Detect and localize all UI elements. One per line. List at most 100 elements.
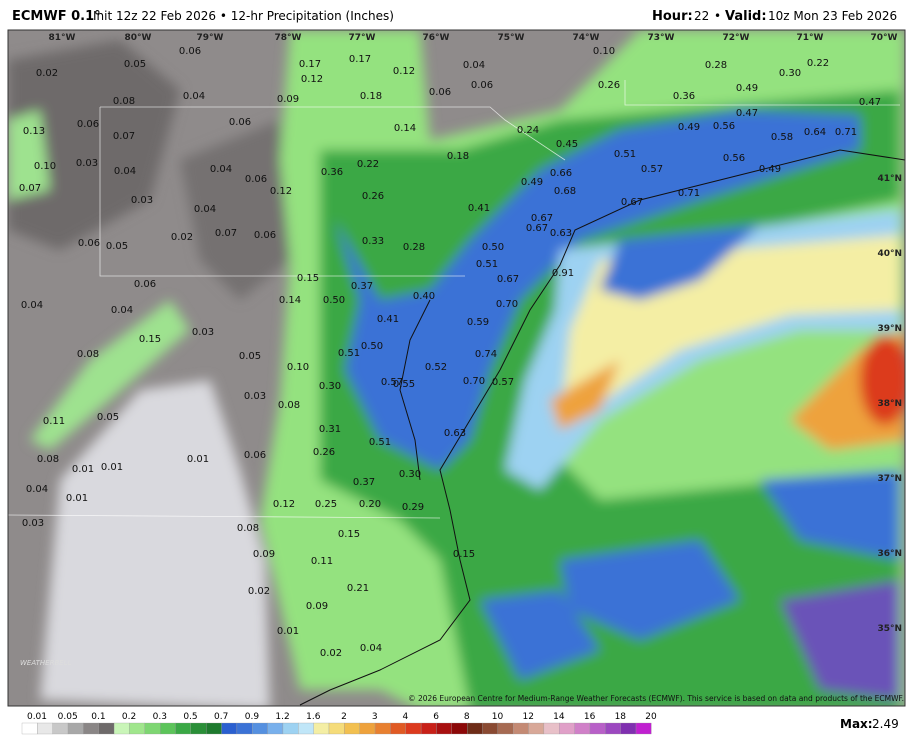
precip-label: 0.02 [36, 68, 58, 79]
legend-swatch [620, 722, 637, 735]
longitude-label: 77°W [349, 33, 376, 43]
precip-label: 0.47 [736, 108, 758, 119]
precip-label: 0.24 [517, 125, 539, 136]
longitude-label: 75°W [498, 33, 525, 43]
precip-label: 0.12 [301, 74, 323, 85]
latitude-label: 39°N [877, 324, 902, 334]
longitude-label: 74°W [573, 33, 600, 43]
legend-label: 6 [433, 712, 439, 722]
longitude-label: 80°W [125, 33, 152, 43]
legend-swatch [559, 722, 575, 735]
legend-swatch [298, 722, 314, 735]
legend-swatch [83, 722, 99, 735]
field-patch [760, 470, 900, 560]
precip-label: 0.06 [254, 230, 276, 241]
precip-label: 0.26 [598, 80, 620, 91]
precip-label: 0.06 [179, 46, 201, 57]
precip-label: 0.22 [357, 159, 379, 170]
precip-label: 0.59 [467, 317, 489, 328]
precip-label: 0.67 [497, 274, 519, 285]
precip-label: 0.06 [77, 119, 99, 130]
precip-label: 0.40 [413, 291, 435, 302]
precip-label: 0.63 [550, 228, 572, 239]
precip-label: 0.91 [552, 268, 574, 279]
precip-label: 0.01 [277, 626, 299, 637]
logo: WEATHERBELL [20, 659, 72, 667]
legend-swatch [252, 722, 268, 735]
precip-label: 0.06 [78, 238, 100, 249]
legend-label: 3 [372, 712, 378, 722]
precip-label: 0.15 [139, 334, 161, 345]
precip-label: 0.49 [759, 164, 781, 175]
precip-label: 0.50 [361, 341, 383, 352]
precip-label: 0.50 [323, 295, 345, 306]
precip-label: 0.01 [72, 464, 94, 475]
precip-label: 0.14 [279, 295, 301, 306]
legend-swatch [359, 722, 376, 735]
precip-label: 0.05 [124, 59, 146, 70]
precip-label: 0.10 [593, 46, 615, 57]
longitude-label: 81°W [49, 33, 76, 43]
legend-swatch [98, 722, 115, 735]
latitude-label: 40°N [877, 249, 902, 259]
legend-label: 20 [645, 712, 657, 722]
precip-label: 0.37 [351, 281, 373, 292]
map [8, 30, 905, 706]
precip-label: 0.03 [22, 518, 44, 529]
precip-label: 0.66 [550, 168, 572, 179]
precip-label: 0.68 [554, 186, 576, 197]
precip-label: 0.74 [475, 349, 497, 360]
precip-label: 0.64 [804, 127, 826, 138]
precip-label: 0.21 [347, 583, 369, 594]
legend-swatch [482, 722, 499, 735]
precip-label: 0.49 [678, 122, 700, 133]
precip-label: 0.08 [77, 349, 99, 360]
precip-label: 0.06 [134, 279, 156, 290]
precip-label: 0.30 [779, 68, 801, 79]
latitude-label: 38°N [877, 399, 902, 409]
precip-label: 0.26 [362, 191, 384, 202]
legend-swatch [313, 722, 330, 735]
precip-label: 0.41 [468, 203, 490, 214]
field-patch [30, 300, 190, 450]
precip-label: 0.26 [313, 447, 335, 458]
latitude-label: 36°N [877, 549, 902, 559]
latitude-label: 37°N [877, 474, 902, 484]
legend-label: 18 [615, 712, 627, 722]
max-value: 2.49 [872, 717, 899, 731]
separator: • [714, 9, 721, 23]
precip-label: 0.08 [113, 96, 135, 107]
precip-label: 0.33 [362, 236, 384, 247]
precip-label: 0.06 [244, 450, 266, 461]
precip-label: 0.18 [447, 151, 469, 162]
precip-label: 0.71 [835, 127, 857, 138]
precip-label: 0.05 [97, 412, 119, 423]
legend-label: 12 [522, 712, 533, 722]
precip-label: 0.09 [253, 549, 275, 560]
field-patch [560, 540, 740, 640]
precip-label: 0.29 [402, 502, 424, 513]
precip-label: 0.57 [492, 377, 514, 388]
precip-label: 0.07 [19, 183, 41, 194]
valid-key: Valid: [725, 9, 767, 24]
precip-label: 0.30 [319, 381, 341, 392]
precip-label: 0.67 [621, 197, 643, 208]
border [99, 107, 465, 277]
legend-label: 0.7 [214, 712, 228, 722]
precip-label: 0.51 [369, 437, 391, 448]
precip-label: 0.56 [723, 153, 745, 164]
precip-label: 0.11 [311, 556, 333, 567]
precip-label: 0.58 [771, 132, 793, 143]
legend-swatch [267, 722, 284, 735]
precip-label: 0.20 [359, 499, 381, 510]
precip-label: 0.08 [278, 400, 300, 411]
longitude-label: 79°W [197, 33, 224, 43]
longitude-label: 76°W [423, 33, 450, 43]
precip-label: 0.05 [106, 241, 128, 252]
legend-label: 2 [341, 712, 347, 722]
precip-label: 0.51 [476, 259, 498, 270]
precip-label: 0.01 [187, 454, 209, 465]
precip-label: 0.22 [807, 58, 829, 69]
precip-label: 0.45 [556, 139, 578, 150]
longitude-label: 70°W [871, 33, 898, 43]
